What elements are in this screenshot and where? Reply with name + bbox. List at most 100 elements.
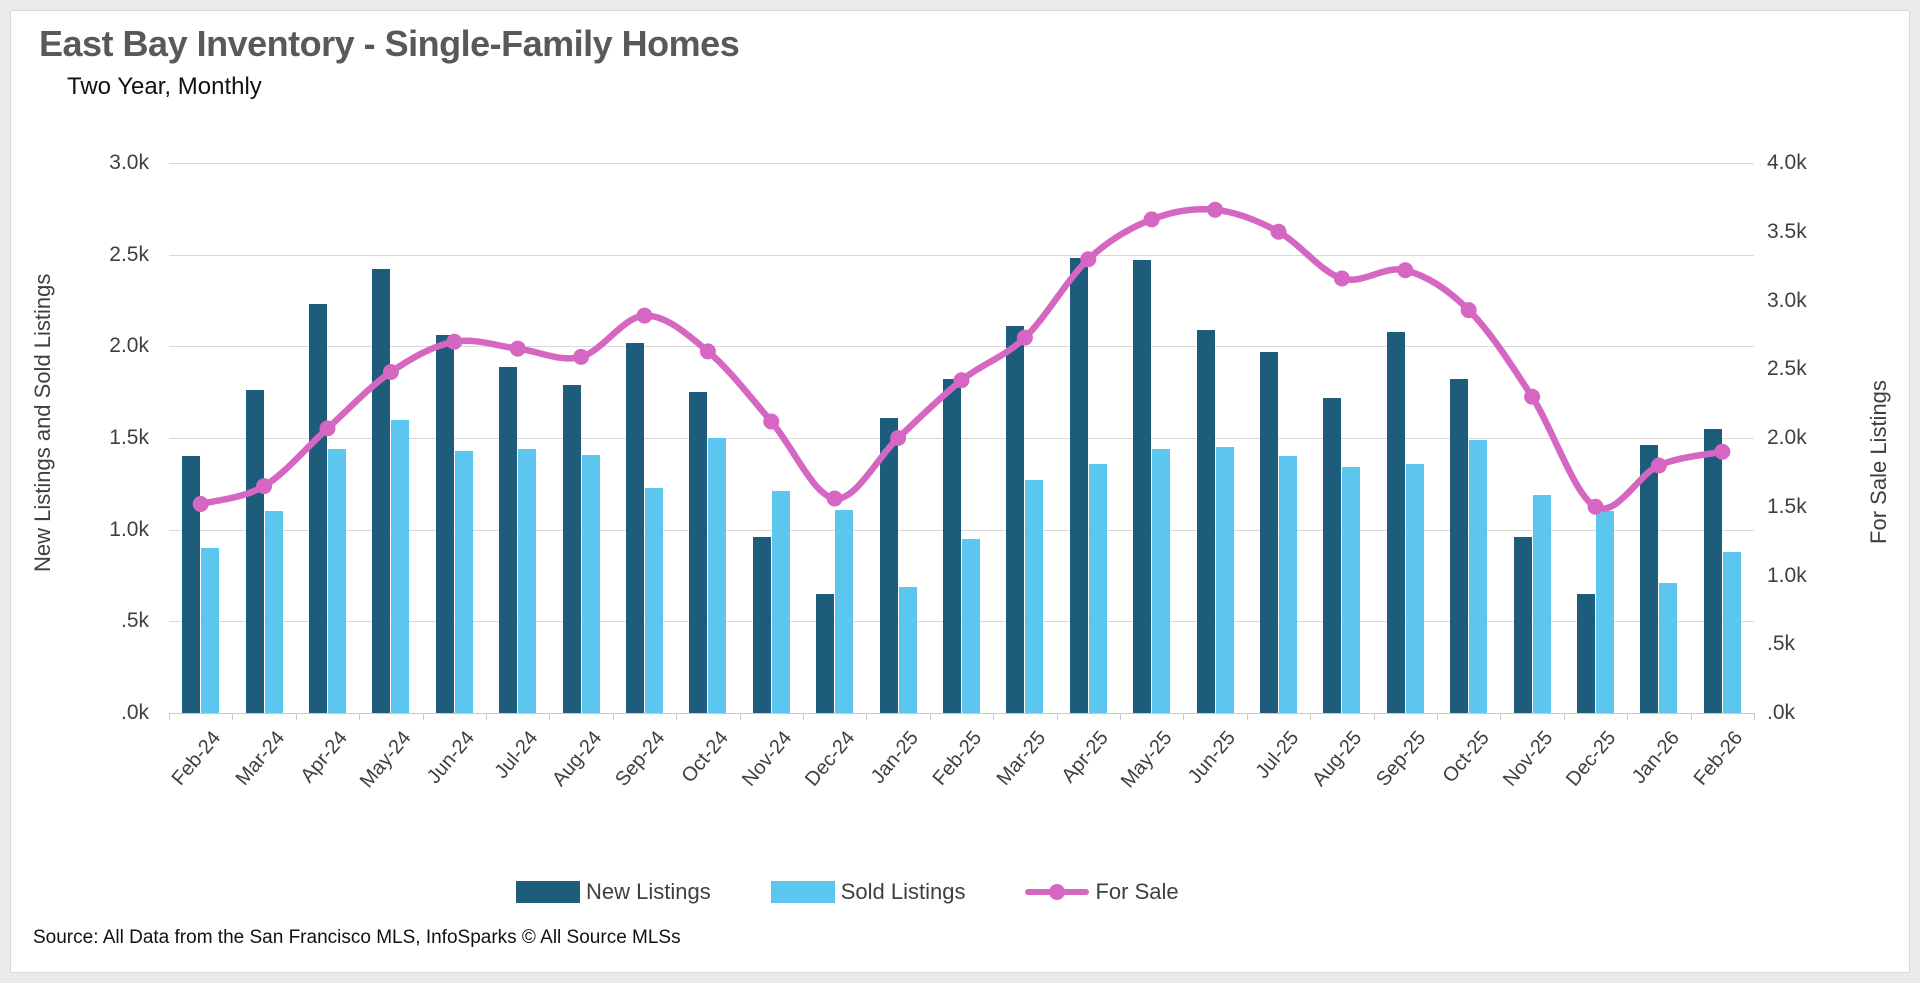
bar-new-listings bbox=[309, 304, 327, 713]
bar-sold-listings bbox=[264, 511, 283, 713]
for-sale-point bbox=[1714, 443, 1731, 460]
legend: New Listings Sold Listings For Sale bbox=[516, 879, 1179, 905]
legend-label: Sold Listings bbox=[840, 879, 966, 904]
bar-new-listings bbox=[435, 335, 454, 713]
x-tick bbox=[1056, 713, 1058, 720]
chart-subtitle: Two Year, Monthly bbox=[67, 73, 262, 100]
for-sale-point bbox=[636, 307, 653, 324]
bar-new-listings bbox=[752, 537, 771, 713]
sold-listings-swatch-icon bbox=[770, 881, 835, 903]
legend-label: New Listings bbox=[586, 879, 711, 904]
gridline bbox=[169, 621, 1754, 623]
for-sale-point bbox=[763, 413, 780, 430]
bar-new-listings bbox=[182, 456, 201, 713]
for-sale-point bbox=[1207, 201, 1224, 218]
x-tick bbox=[549, 713, 551, 720]
x-tick bbox=[1183, 713, 1185, 720]
bar-sold-listings bbox=[835, 509, 854, 713]
bar-sold-listings bbox=[1088, 463, 1107, 713]
y-tick-label-left: .0k bbox=[120, 701, 149, 724]
bar-sold-listings bbox=[771, 491, 790, 713]
bar-sold-listings bbox=[708, 438, 727, 713]
bar-sold-listings bbox=[962, 538, 980, 713]
x-tick bbox=[1373, 713, 1375, 720]
x-tick bbox=[866, 713, 868, 720]
bar-new-listings bbox=[499, 366, 518, 713]
for-sale-point bbox=[699, 343, 716, 360]
for-sale-point bbox=[573, 348, 590, 365]
gridline bbox=[169, 346, 1754, 348]
source-note: Source: All Data from the San Francisco … bbox=[33, 927, 681, 948]
x-tick bbox=[1120, 713, 1121, 720]
bar-sold-listings bbox=[1279, 456, 1297, 713]
left-axis-title: New Listings and Sold Listings bbox=[30, 273, 55, 572]
x-tick bbox=[1754, 713, 1755, 720]
x-tick bbox=[1627, 713, 1629, 720]
bar-sold-listings bbox=[201, 548, 220, 713]
bar-new-listings bbox=[879, 417, 898, 713]
bar-new-listings bbox=[1577, 593, 1595, 713]
bar-new-listings bbox=[1006, 326, 1025, 713]
x-tick bbox=[1690, 713, 1692, 720]
x-tick bbox=[993, 713, 995, 720]
bar-new-listings bbox=[562, 384, 581, 713]
x-tick bbox=[422, 713, 424, 720]
y-tick-label-right: 2.5k bbox=[1767, 357, 1807, 381]
right-axis-title: For Sale Listings bbox=[1866, 380, 1891, 544]
bar-new-listings bbox=[1069, 258, 1088, 713]
x-tick bbox=[1563, 713, 1565, 720]
bar-sold-listings bbox=[1532, 494, 1551, 713]
bar-new-listings bbox=[1703, 428, 1722, 713]
for-sale-point bbox=[1333, 270, 1350, 287]
chart-title: East Bay Inventory - Single-Family Homes bbox=[39, 23, 740, 64]
legend-item-for-sale: For Sale bbox=[1025, 879, 1179, 905]
bar-sold-listings bbox=[1025, 480, 1044, 713]
bar-new-listings bbox=[1260, 351, 1278, 713]
y-tick-label-left: 2.5k bbox=[109, 242, 149, 266]
for-sale-point bbox=[192, 496, 209, 512]
x-tick bbox=[676, 713, 678, 720]
legend-item-sold-listings: Sold Listings bbox=[770, 879, 966, 905]
bar-sold-listings bbox=[1152, 449, 1171, 713]
bar-sold-listings bbox=[1215, 447, 1234, 713]
for-sale-point bbox=[382, 364, 399, 380]
for-sale-line-chart bbox=[192, 201, 1731, 515]
bar-sold-listings bbox=[1659, 582, 1678, 713]
legend-label: For Sale bbox=[1095, 879, 1179, 904]
x-tick bbox=[169, 713, 170, 720]
for-sale-point bbox=[1650, 457, 1667, 474]
x-tick bbox=[232, 713, 234, 720]
bar-sold-listings bbox=[581, 454, 600, 713]
for-sale-point bbox=[319, 420, 336, 437]
x-tick bbox=[295, 713, 297, 720]
gridline bbox=[169, 163, 1754, 164]
for-sale-point bbox=[953, 372, 970, 389]
bar-new-listings bbox=[626, 342, 644, 713]
bar-new-listings bbox=[1640, 445, 1659, 713]
for-sale-point bbox=[1143, 211, 1160, 228]
gridline bbox=[169, 529, 1754, 531]
for-sale-point bbox=[256, 478, 273, 495]
bar-sold-listings bbox=[1596, 511, 1614, 713]
y-tick-label-left: 1.0k bbox=[109, 517, 149, 541]
bar-sold-listings bbox=[1469, 439, 1488, 713]
bar-new-listings bbox=[689, 392, 708, 713]
x-axis-line bbox=[169, 713, 1754, 714]
bar-new-listings bbox=[245, 390, 264, 713]
for-sale-point bbox=[1397, 262, 1414, 279]
bar-sold-listings bbox=[898, 586, 917, 713]
x-tick bbox=[359, 713, 361, 720]
bar-new-listings bbox=[1450, 379, 1469, 713]
y-tick-label-right: 2.0k bbox=[1767, 426, 1807, 449]
y-tick-label-right: 3.0k bbox=[1767, 288, 1807, 312]
chart-card: East Bay Inventory - Single-Family Homes… bbox=[10, 10, 1910, 973]
x-tick bbox=[929, 713, 931, 720]
bar-new-listings bbox=[1133, 260, 1152, 713]
legend-item-new-listings: New Listings bbox=[516, 879, 711, 905]
plot-area bbox=[169, 163, 1754, 714]
x-tick bbox=[486, 713, 487, 720]
for-sale-point bbox=[826, 490, 843, 507]
x-tick bbox=[612, 713, 614, 720]
y-tick-label-right: .5k bbox=[1767, 632, 1796, 656]
x-tick bbox=[803, 713, 804, 720]
